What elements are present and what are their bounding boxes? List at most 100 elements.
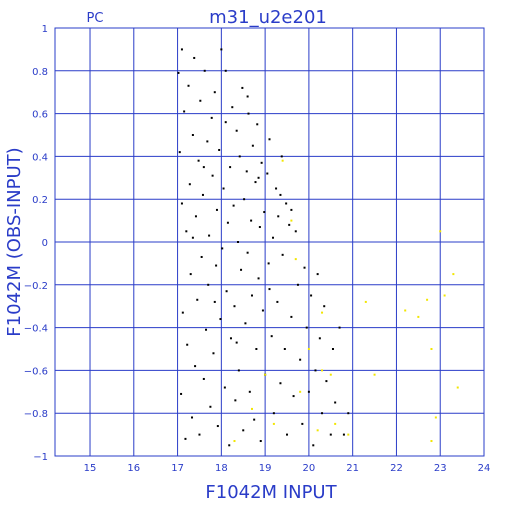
data-point [347, 433, 350, 436]
y-tick-label: 0.8 [32, 67, 48, 78]
data-point [261, 309, 264, 312]
y-tick-label: −0.6 [24, 366, 48, 377]
y-axis-label: F1042M (OBS-INPUT) [4, 147, 25, 336]
data-point [240, 268, 243, 271]
data-point [307, 390, 310, 393]
data-point [279, 193, 282, 196]
data-point [178, 151, 181, 154]
x-tick-label: 15 [84, 463, 97, 474]
data-point [191, 134, 194, 136]
data-point [281, 253, 284, 256]
data-point [246, 251, 249, 254]
data-point [207, 283, 210, 286]
data-point [290, 315, 293, 318]
data-point [321, 311, 324, 314]
data-point [200, 255, 203, 258]
data-point [417, 315, 420, 318]
data-point [210, 116, 213, 119]
data-point [294, 258, 297, 261]
data-point [312, 444, 315, 447]
data-point [277, 215, 280, 218]
data-point [180, 48, 183, 51]
data-point [254, 181, 257, 184]
data-point [272, 422, 275, 425]
data-point [452, 273, 455, 276]
data-point [202, 166, 205, 169]
x-tick-label: 20 [303, 463, 316, 474]
data-point [212, 352, 215, 355]
data-point [223, 386, 226, 389]
data-point [268, 288, 271, 291]
data-point [290, 208, 293, 211]
data-point [288, 223, 291, 226]
data-point [258, 226, 261, 229]
data-point [222, 187, 225, 190]
data-point [275, 187, 278, 190]
data-point [338, 326, 341, 329]
data-point [299, 358, 302, 361]
data-point [285, 202, 288, 205]
data-point [266, 172, 269, 175]
y-tick-label: 0.6 [32, 110, 48, 121]
data-point [228, 444, 231, 447]
data-point [220, 48, 223, 51]
data-point [187, 84, 190, 87]
x-axis-label: F1042M INPUT [205, 482, 337, 503]
data-point [235, 129, 238, 132]
data-point [270, 335, 273, 338]
data-point [321, 412, 324, 415]
data-point [253, 418, 256, 421]
data-point [279, 382, 282, 385]
data-point [245, 170, 248, 173]
data-point [329, 433, 332, 436]
data-point [211, 174, 214, 177]
data-point [215, 208, 218, 211]
data-point [188, 183, 191, 186]
data-point [213, 300, 216, 303]
data-point [426, 298, 429, 301]
data-point [318, 337, 321, 340]
data-point [296, 283, 299, 286]
grid [55, 27, 485, 457]
data-point [299, 390, 302, 393]
data-point [191, 236, 194, 239]
data-point [250, 219, 253, 222]
corner-label: PC [87, 11, 104, 26]
data-point [229, 166, 232, 169]
x-tick-label: 19 [259, 463, 272, 474]
chart-title: m31_u2e201 [209, 7, 327, 28]
x-tick-label: 22 [390, 463, 403, 474]
data-point [347, 412, 350, 415]
x-tick-label: 17 [171, 463, 184, 474]
x-tick-label: 24 [478, 463, 491, 474]
data-point [307, 348, 310, 350]
data-point [181, 311, 184, 314]
data-point [268, 138, 271, 141]
data-point [185, 230, 188, 233]
data-point [255, 348, 258, 350]
data-point [232, 204, 235, 207]
data-point [196, 298, 199, 301]
data-point [216, 425, 219, 428]
data-point [434, 416, 437, 419]
y-tick-label: −0.2 [24, 281, 48, 292]
data-point [191, 416, 194, 419]
data-point [316, 273, 319, 276]
data-point [202, 377, 205, 380]
data-point [243, 198, 246, 201]
data-point [205, 328, 208, 331]
x-tick-label: 23 [434, 463, 447, 474]
data-point [241, 86, 244, 89]
data-point [206, 140, 209, 143]
data-point [224, 69, 227, 72]
data-point [229, 337, 232, 340]
data-point [203, 69, 206, 72]
data-point [276, 300, 279, 303]
data-point [221, 247, 224, 250]
data-point [281, 159, 284, 162]
data-point [272, 236, 275, 239]
data-point [246, 95, 249, 98]
data-point [292, 395, 295, 398]
data-point [305, 326, 308, 329]
data-point [194, 365, 197, 368]
